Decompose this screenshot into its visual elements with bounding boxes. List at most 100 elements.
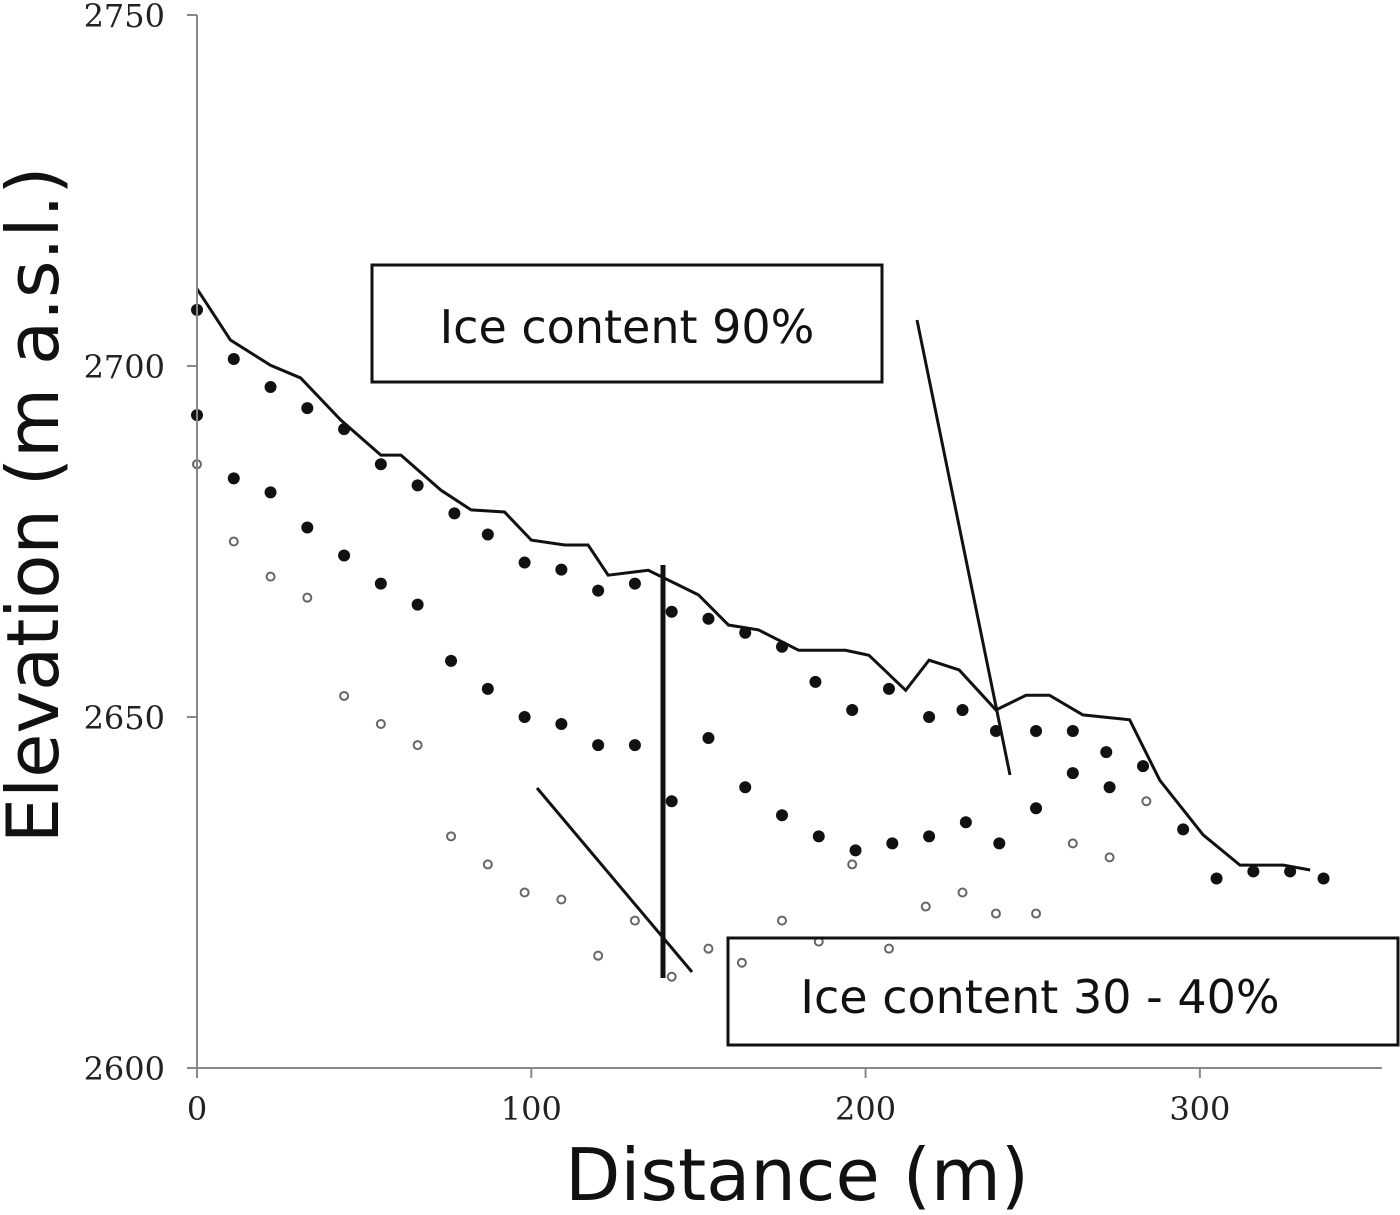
data-point (702, 732, 715, 745)
data-point (265, 571, 276, 582)
data-point (628, 577, 641, 590)
data-point (920, 901, 931, 912)
data-point (1104, 852, 1115, 863)
x-tick-label: 300 (1169, 1090, 1230, 1128)
data-point (482, 859, 493, 870)
data-point (846, 703, 859, 716)
data-point (301, 402, 314, 415)
data-point (847, 859, 858, 870)
data-point (556, 894, 567, 905)
annotation: Ice content 90% (440, 300, 815, 354)
data-point (227, 472, 240, 485)
data-point (739, 781, 752, 794)
data-point (1030, 725, 1043, 738)
data-point (412, 740, 423, 751)
data-point (446, 831, 457, 842)
data-point (374, 458, 387, 471)
data-point (702, 612, 715, 625)
data-point (957, 887, 968, 898)
data-point (1137, 760, 1150, 773)
data-point (264, 486, 277, 499)
data-point (264, 381, 277, 394)
data-point (776, 809, 788, 822)
y-tick-label: 2700 (84, 348, 165, 386)
data-point (1066, 725, 1079, 738)
data-point (227, 352, 240, 365)
data-point (555, 563, 568, 576)
data-point (374, 577, 387, 590)
y-tick-label: 2600 (84, 1050, 165, 1088)
annotation-box (726, 936, 1400, 1047)
plot-area (191, 287, 1330, 982)
data-point (1103, 781, 1116, 794)
data-point (1066, 767, 1079, 780)
data-point (959, 816, 972, 829)
data-point (703, 943, 714, 954)
data-point (628, 739, 641, 752)
data-point (665, 605, 678, 618)
data-point (1247, 865, 1260, 878)
data-point (445, 654, 458, 667)
data-point (518, 556, 531, 569)
data-point (448, 507, 461, 520)
data-point (339, 690, 350, 701)
data-point (1100, 746, 1113, 759)
data-point (665, 795, 678, 808)
data-point (1141, 796, 1152, 807)
data-point (555, 718, 568, 731)
x-axis-title: Distance (m) (565, 1133, 1029, 1215)
y-axis-title: Elevation (m a.s.l.) (0, 167, 75, 844)
data-point (849, 844, 862, 857)
data-point (923, 711, 936, 723)
data-point (1284, 865, 1297, 878)
data-point (883, 943, 894, 954)
data-point (302, 592, 313, 603)
data-point (666, 971, 677, 982)
data-point (882, 682, 895, 695)
data-point (301, 521, 314, 534)
x-tick-label: 0 (187, 1090, 207, 1128)
data-point (481, 682, 494, 695)
data-point (228, 536, 239, 547)
data-point (776, 640, 788, 653)
y-tick-label: 2750 (84, 0, 165, 35)
data-point (411, 598, 424, 611)
data-point (1177, 823, 1190, 836)
data-point (736, 957, 747, 968)
data-point (1317, 872, 1330, 885)
data-point (809, 675, 822, 688)
annotation-box (370, 263, 884, 384)
data-point (1067, 838, 1078, 849)
x-tick-label: 100 (501, 1090, 562, 1128)
y-tick-label: 2650 (84, 699, 165, 737)
data-point (1031, 908, 1042, 919)
data-point (812, 830, 825, 843)
data-point (519, 887, 530, 898)
data-point (777, 915, 787, 926)
data-point (592, 739, 605, 752)
data-point (629, 915, 640, 926)
data-point (1030, 802, 1043, 815)
data-point (338, 549, 351, 562)
leader-line (535, 787, 694, 973)
data-point (338, 423, 351, 436)
data-point (411, 479, 424, 492)
data-point (518, 711, 531, 723)
data-point (481, 528, 494, 541)
profile-line (195, 287, 1311, 872)
leader-line (915, 319, 1012, 776)
data-point (1210, 872, 1223, 885)
data-point (989, 725, 1002, 738)
data-point (886, 837, 899, 850)
x-tick-label: 200 (835, 1090, 896, 1128)
data-point (990, 908, 1001, 919)
data-point (956, 703, 969, 716)
data-point (593, 950, 604, 961)
data-point (592, 584, 605, 597)
data-point (993, 837, 1006, 850)
data-point (375, 719, 386, 730)
data-point (739, 626, 752, 639)
data-point (923, 830, 936, 843)
